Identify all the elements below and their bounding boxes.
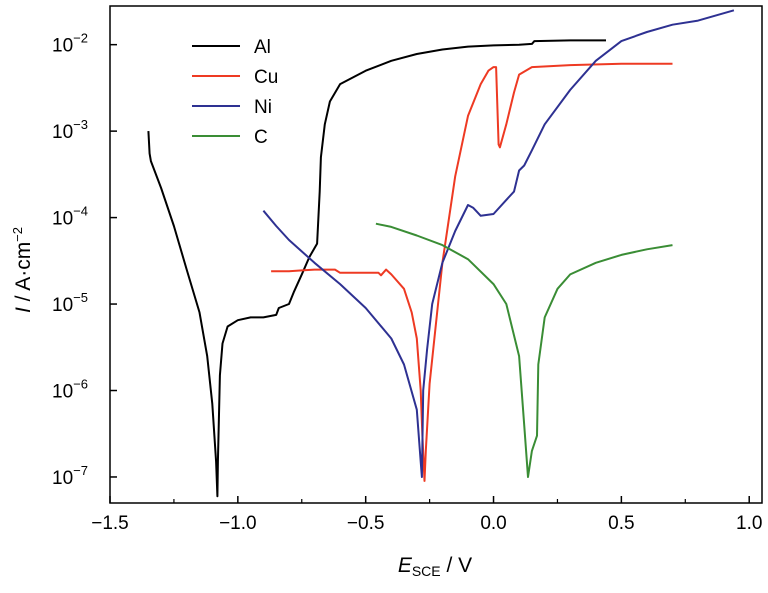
series-line-cu bbox=[271, 62, 673, 482]
y-tick-label: 10−2 bbox=[52, 31, 88, 57]
x-tick-label: −1.0 bbox=[219, 513, 257, 534]
y-axis-label: I / A·cm−2 bbox=[10, 227, 35, 313]
y-tick-label: 10−3 bbox=[52, 117, 88, 143]
x-tick-label: 0.0 bbox=[480, 513, 506, 534]
x-tick-label: 0.5 bbox=[608, 513, 634, 534]
x-tick-label: −0.5 bbox=[347, 513, 385, 534]
y-tick-label: 10−6 bbox=[52, 377, 88, 403]
legend-label-cu: Cu bbox=[254, 67, 278, 88]
y-tick-label: 10−7 bbox=[52, 463, 88, 489]
plot-frame bbox=[109, 5, 763, 504]
legend-label-al: Al bbox=[254, 37, 271, 58]
series-line-c bbox=[375, 222, 673, 478]
y-tick-label: 10−4 bbox=[52, 204, 88, 230]
x-axis-label: ESCE / V bbox=[398, 554, 472, 579]
series-line-al bbox=[147, 39, 606, 498]
y-tick-label: 10−5 bbox=[52, 290, 88, 316]
x-tick-label: 1.0 bbox=[736, 513, 762, 534]
legend-label-ni: Ni bbox=[254, 97, 272, 118]
legend-label-c: C bbox=[254, 127, 268, 148]
series-line-ni bbox=[262, 9, 735, 478]
x-tick-label: −1.5 bbox=[91, 513, 129, 534]
